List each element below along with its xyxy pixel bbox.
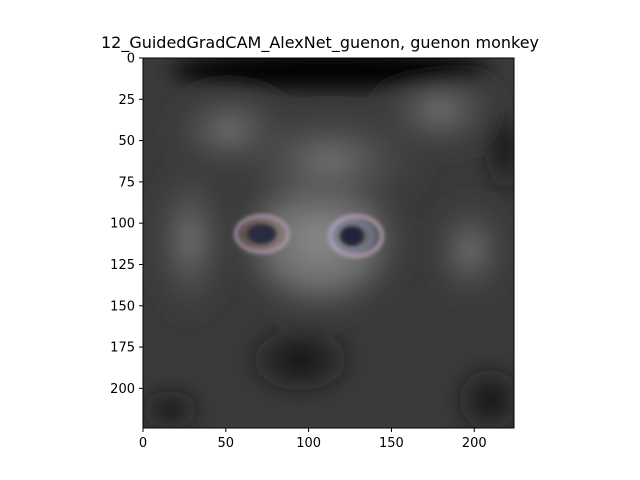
y-tick-label: 100: [110, 217, 135, 232]
y-tick-label: 200: [110, 382, 135, 397]
y-tick-label: 75: [118, 175, 135, 190]
axes-frame: [142, 57, 515, 429]
y-tick-label: 150: [110, 299, 135, 314]
figure-title: 12_GuidedGradCAM_AlexNet_guenon, guenon …: [100, 33, 540, 52]
y-tick-label: 50: [118, 134, 135, 149]
right-eye-region: [328, 214, 384, 258]
x-tick-label: 50: [218, 436, 235, 451]
y-tick-label: 125: [110, 258, 135, 273]
y-tick-label: 25: [118, 93, 135, 108]
x-axis: 0 50 100 150 200: [139, 428, 487, 451]
y-tick-label: 175: [110, 341, 135, 356]
y-axis: 0 25 50 75 100 125 150 175 200: [110, 52, 143, 397]
x-tick-label: 100: [296, 436, 321, 451]
x-tick-label: 150: [379, 436, 404, 451]
y-tick-label: 0: [127, 52, 135, 67]
x-tick-label: 0: [139, 436, 147, 451]
left-eye-region: [234, 214, 290, 254]
heatmap-image: [143, 58, 514, 428]
x-tick-label: 200: [462, 436, 487, 451]
